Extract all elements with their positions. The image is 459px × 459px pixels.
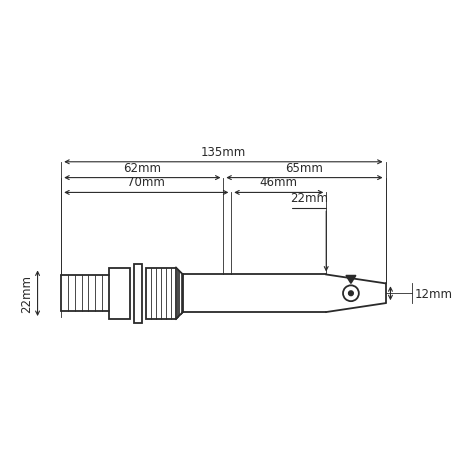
Text: 46mm: 46mm <box>259 176 297 189</box>
Text: 65mm: 65mm <box>285 161 323 174</box>
Text: 62mm: 62mm <box>123 161 161 174</box>
Text: 22mm: 22mm <box>21 274 34 313</box>
Bar <box>134 264 142 323</box>
Text: 135mm: 135mm <box>200 146 246 158</box>
Circle shape <box>348 291 353 296</box>
Polygon shape <box>345 276 355 284</box>
Text: 22mm: 22mm <box>289 192 327 205</box>
Text: 12mm: 12mm <box>413 287 451 300</box>
Text: 70mm: 70mm <box>127 176 165 189</box>
